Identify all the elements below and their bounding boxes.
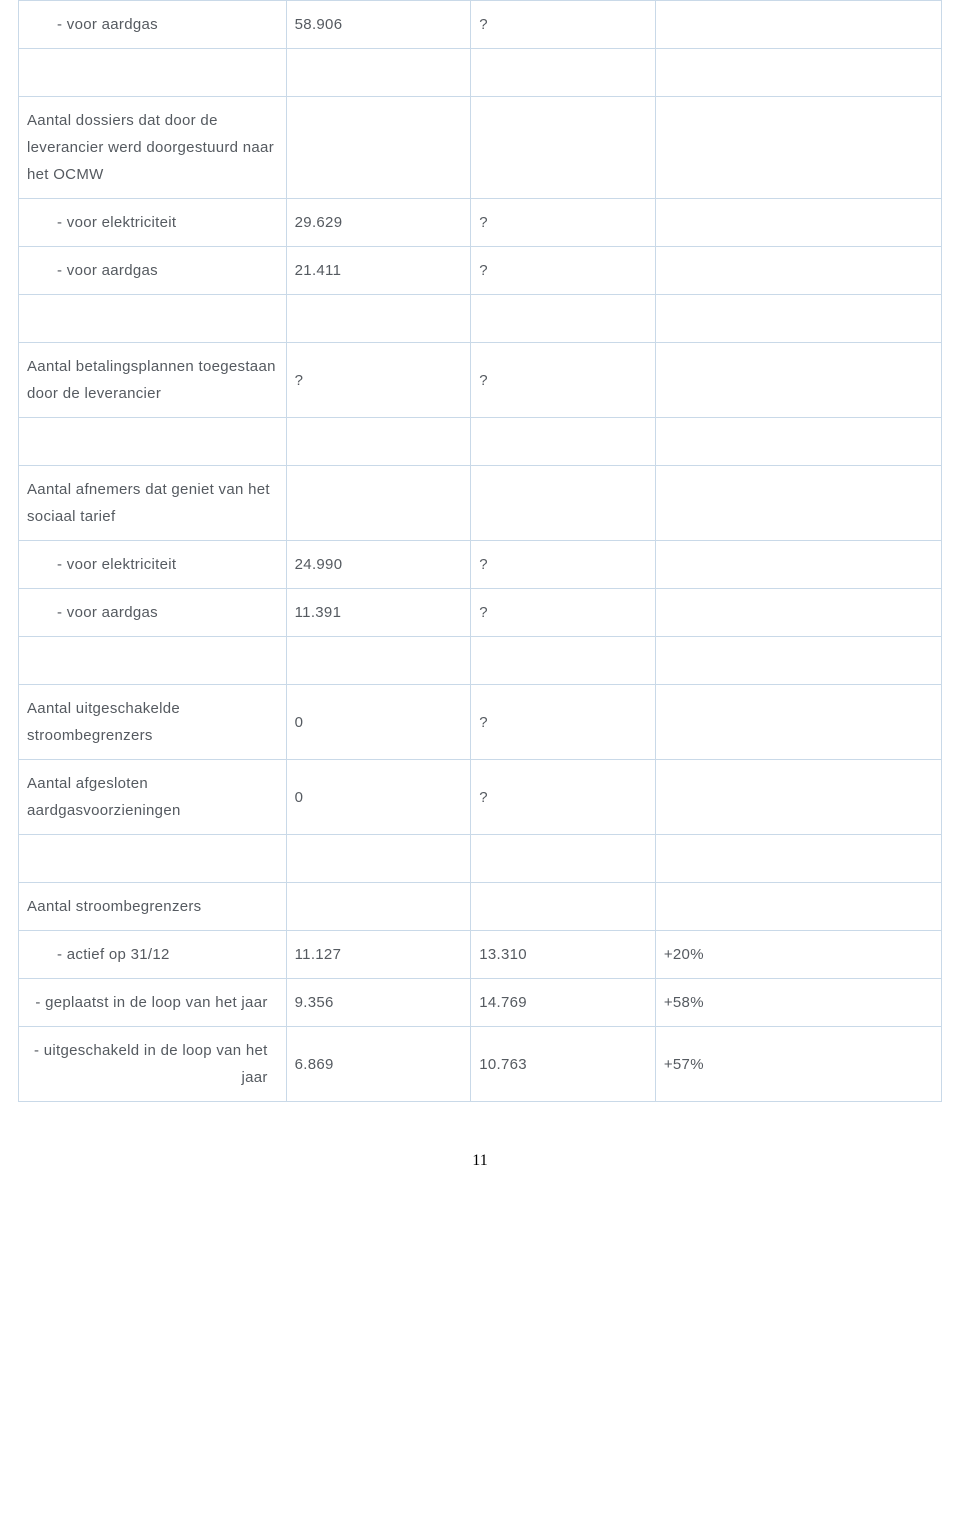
value1-cell xyxy=(286,97,471,199)
label-cell: Aantal betalingsplannen toegestaan door … xyxy=(19,343,287,418)
value3-cell xyxy=(655,637,941,685)
value1-cell xyxy=(286,637,471,685)
spacer-row xyxy=(19,637,942,685)
value2-cell xyxy=(471,418,656,466)
label-cell xyxy=(19,49,287,97)
value2-cell xyxy=(471,637,656,685)
value3-cell xyxy=(655,199,941,247)
value2-cell: 10.763 xyxy=(471,1027,656,1102)
value3-cell: +20% xyxy=(655,931,941,979)
value3-cell xyxy=(655,589,941,637)
label-cell: - voor elektriciteit xyxy=(19,541,287,589)
value1-cell: 11.127 xyxy=(286,931,471,979)
value2-cell xyxy=(471,883,656,931)
label-cell: - voor elektriciteit xyxy=(19,199,287,247)
table-row: Aantal dossiers dat door de leverancier … xyxy=(19,97,942,199)
value1-cell: 24.990 xyxy=(286,541,471,589)
value3-cell xyxy=(655,49,941,97)
spacer-row xyxy=(19,418,942,466)
value1-cell: ? xyxy=(286,343,471,418)
value2-cell: ? xyxy=(471,343,656,418)
value1-cell: 21.411 xyxy=(286,247,471,295)
table-row: Aantal afnemers dat geniet van het socia… xyxy=(19,466,942,541)
table-row: Aantal betalingsplannen toegestaan door … xyxy=(19,343,942,418)
value2-cell: 13.310 xyxy=(471,931,656,979)
label-cell: Aantal stroombegrenzers xyxy=(19,883,287,931)
table-row: - voor aardgas11.391? xyxy=(19,589,942,637)
value1-cell xyxy=(286,883,471,931)
label-cell: Aantal afnemers dat geniet van het socia… xyxy=(19,466,287,541)
value3-cell xyxy=(655,541,941,589)
value2-cell: ? xyxy=(471,589,656,637)
spacer-row xyxy=(19,835,942,883)
table-row: - voor aardgas58.906? xyxy=(19,1,942,49)
value1-cell: 58.906 xyxy=(286,1,471,49)
table-row: - uitgeschakeld in de loop van het jaar6… xyxy=(19,1027,942,1102)
value1-cell: 29.629 xyxy=(286,199,471,247)
label-cell: Aantal uitgeschakelde stroombegrenzers xyxy=(19,685,287,760)
label-cell xyxy=(19,835,287,883)
value3-cell: +58% xyxy=(655,979,941,1027)
label-cell xyxy=(19,295,287,343)
value2-cell: ? xyxy=(471,199,656,247)
value2-cell xyxy=(471,49,656,97)
spacer-row xyxy=(19,295,942,343)
value2-cell xyxy=(471,835,656,883)
table-row: - geplaatst in de loop van het jaar9.356… xyxy=(19,979,942,1027)
value3-cell xyxy=(655,760,941,835)
value3-cell xyxy=(655,685,941,760)
table-row: - actief op 31/1211.12713.310+20% xyxy=(19,931,942,979)
value3-cell xyxy=(655,295,941,343)
value1-cell xyxy=(286,49,471,97)
value2-cell: ? xyxy=(471,247,656,295)
value2-cell xyxy=(471,466,656,541)
label-cell: - geplaatst in de loop van het jaar xyxy=(19,979,287,1027)
value3-cell xyxy=(655,835,941,883)
value1-cell: 9.356 xyxy=(286,979,471,1027)
value1-cell: 0 xyxy=(286,760,471,835)
value1-cell xyxy=(286,295,471,343)
value1-cell xyxy=(286,418,471,466)
value1-cell: 6.869 xyxy=(286,1027,471,1102)
table-body: - voor aardgas58.906? Aantal dossiers da… xyxy=(19,1,942,1102)
value2-cell xyxy=(471,295,656,343)
value1-cell xyxy=(286,466,471,541)
value2-cell: 14.769 xyxy=(471,979,656,1027)
value3-cell xyxy=(655,97,941,199)
label-cell xyxy=(19,637,287,685)
value3-cell xyxy=(655,418,941,466)
label-cell: - voor aardgas xyxy=(19,589,287,637)
value2-cell: ? xyxy=(471,541,656,589)
value3-cell xyxy=(655,1,941,49)
value1-cell xyxy=(286,835,471,883)
table-row: - voor elektriciteit24.990? xyxy=(19,541,942,589)
value3-cell xyxy=(655,247,941,295)
value3-cell xyxy=(655,343,941,418)
table-row: - voor aardgas21.411? xyxy=(19,247,942,295)
label-cell: - voor aardgas xyxy=(19,1,287,49)
value3-cell: +57% xyxy=(655,1027,941,1102)
page: - voor aardgas58.906? Aantal dossiers da… xyxy=(0,0,960,1210)
value2-cell: ? xyxy=(471,760,656,835)
label-cell: - voor aardgas xyxy=(19,247,287,295)
data-table: - voor aardgas58.906? Aantal dossiers da… xyxy=(18,0,942,1102)
label-cell: Aantal afgesloten aardgasvoorzieningen xyxy=(19,760,287,835)
label-cell: Aantal dossiers dat door de leverancier … xyxy=(19,97,287,199)
table-row: - voor elektriciteit29.629? xyxy=(19,199,942,247)
value3-cell xyxy=(655,883,941,931)
page-number: 11 xyxy=(18,1152,942,1170)
table-row: Aantal afgesloten aardgasvoorzieningen0? xyxy=(19,760,942,835)
spacer-row xyxy=(19,49,942,97)
value2-cell: ? xyxy=(471,1,656,49)
label-cell xyxy=(19,418,287,466)
table-row: Aantal stroombegrenzers xyxy=(19,883,942,931)
table-row: Aantal uitgeschakelde stroombegrenzers0? xyxy=(19,685,942,760)
value1-cell: 0 xyxy=(286,685,471,760)
label-cell: - actief op 31/12 xyxy=(19,931,287,979)
label-cell: - uitgeschakeld in de loop van het jaar xyxy=(19,1027,287,1102)
value2-cell xyxy=(471,97,656,199)
value1-cell: 11.391 xyxy=(286,589,471,637)
value2-cell: ? xyxy=(471,685,656,760)
value3-cell xyxy=(655,466,941,541)
